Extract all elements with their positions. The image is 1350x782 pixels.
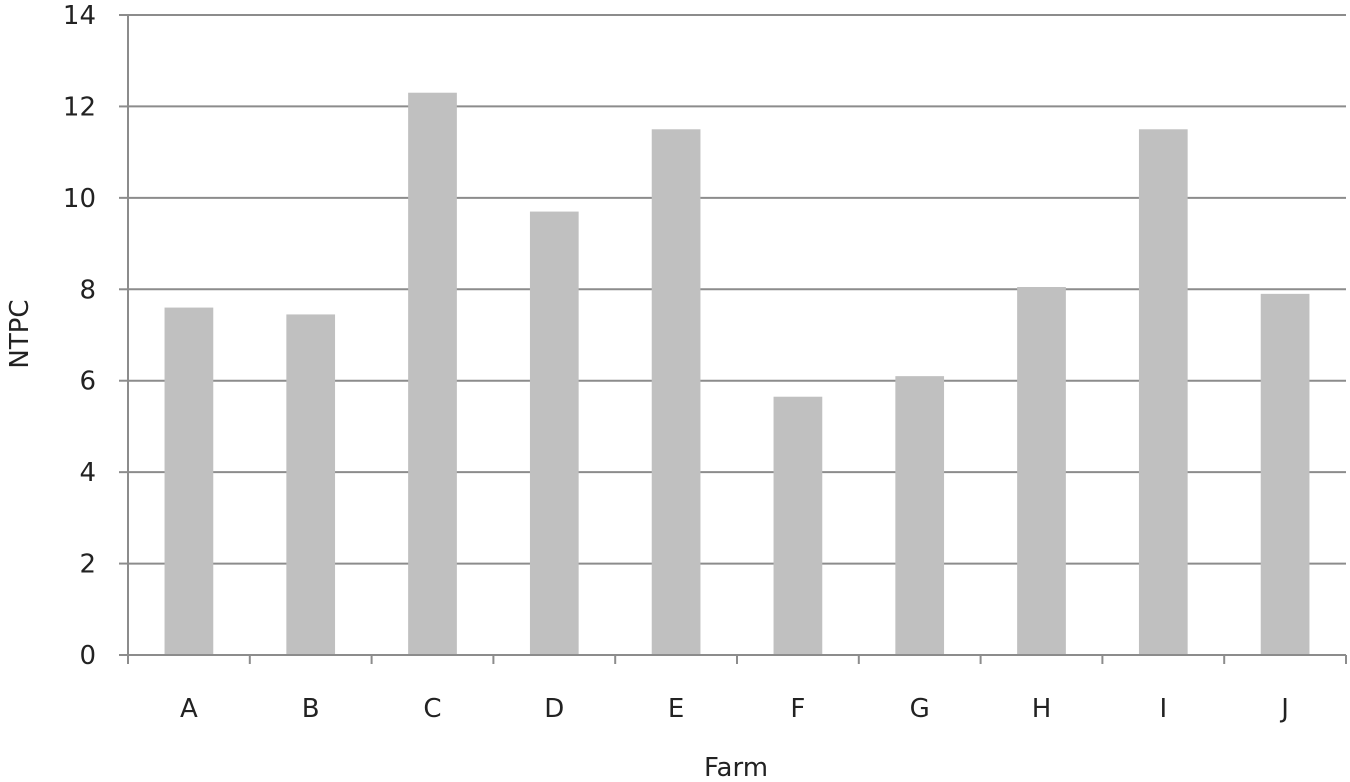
x-tick-label: G <box>910 694 930 724</box>
x-tick-label: H <box>1032 694 1052 724</box>
bar-b <box>286 314 336 655</box>
bar-i <box>1138 129 1188 656</box>
y-tick-label: 14 <box>63 1 96 31</box>
y-tick-label: 2 <box>79 550 96 580</box>
y-tick-label: 0 <box>79 641 96 671</box>
y-tick-labels: 0 2 4 6 8 10 12 14 <box>63 1 96 671</box>
x-tick-label: C <box>423 694 441 724</box>
x-tick-label: J <box>1279 694 1289 724</box>
x-axis-title: Farm <box>704 753 768 782</box>
x-tick-label: D <box>544 694 564 724</box>
x-tick-label: A <box>180 694 198 724</box>
x-tick-labels: A B C D E F G H I J <box>180 694 1289 724</box>
x-tick-label: E <box>668 694 684 724</box>
y-tick-label: 4 <box>79 458 96 488</box>
bar-e <box>651 129 701 656</box>
y-tick-label: 12 <box>63 92 96 122</box>
bar-g <box>895 376 945 655</box>
bar-j <box>1260 293 1310 655</box>
y-tick-label: 6 <box>79 367 96 397</box>
y-axis-title: NTPC <box>5 299 35 368</box>
y-tick-label: 8 <box>79 275 96 305</box>
bar-h <box>1017 287 1066 655</box>
bars <box>164 92 1310 656</box>
y-tick-label: 10 <box>63 184 96 214</box>
bar-f <box>773 396 823 655</box>
axes <box>119 14 1347 664</box>
x-tick-label: I <box>1159 694 1167 724</box>
x-tick-label: F <box>790 694 805 724</box>
bar-a <box>164 307 214 655</box>
x-tick-label: B <box>302 694 320 724</box>
bar-d <box>529 211 579 656</box>
bar-c <box>408 92 457 655</box>
